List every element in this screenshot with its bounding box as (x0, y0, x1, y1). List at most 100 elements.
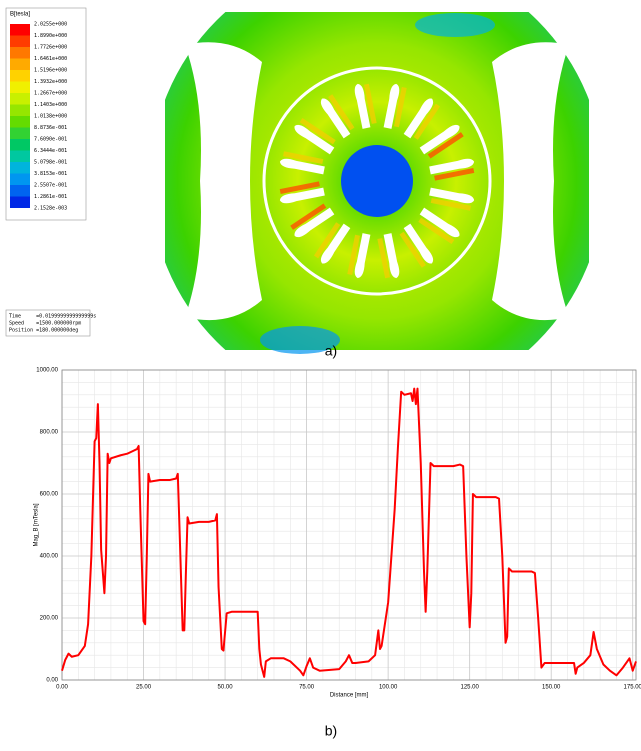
legend-label: 1.1403e+000 (34, 102, 67, 108)
chart: 0.00 25.00 50.00 75.00 100.00 125.00 150.00 175… (34, 368, 641, 699)
legend-swatch (10, 162, 30, 174)
slot-shape (354, 83, 371, 129)
legend-label: 2.0255e+000 (34, 22, 67, 28)
x-tick-label: 75.00 (299, 685, 315, 691)
legend-label: 1.6461e+000 (34, 56, 67, 62)
legend-label: 5.0798e-001 (34, 160, 67, 166)
tooth-field (279, 181, 320, 195)
slot-shape (383, 83, 400, 129)
tooth-field (299, 117, 336, 145)
legend-swatch (10, 58, 30, 70)
y-tick-label: 400.00 (40, 554, 59, 560)
rotor-slots (279, 83, 475, 279)
info-box: Time =0.0199999999999999s Speed =1500.00… (5, 309, 96, 337)
legend-swatch (10, 116, 30, 128)
tooth-field (399, 231, 426, 268)
legend-label: 1.3932e+000 (34, 79, 67, 85)
x-tick-label: 100.00 (379, 685, 398, 691)
tooth-field (290, 203, 327, 230)
slot-shape (429, 187, 475, 204)
slot-shape (419, 207, 460, 238)
slot (354, 83, 377, 129)
slot (403, 98, 441, 140)
y-tick-label: 0.00 (46, 678, 58, 684)
slot-shape (320, 223, 351, 264)
tooth-field (418, 217, 455, 245)
slot-shape (383, 233, 400, 279)
x-tick-label: 125.00 (460, 685, 479, 691)
slot (429, 187, 475, 211)
slot (347, 233, 371, 279)
slot (429, 158, 475, 181)
slot-shape (429, 158, 475, 175)
low-field-region (415, 13, 495, 37)
tooth-field (283, 151, 324, 164)
legend-items: 2.0255e+000 1.8990e+000 1.7726e+000 1.6461e… (10, 22, 67, 212)
slot (377, 233, 400, 279)
pole-gap (492, 42, 569, 321)
tooth-field (347, 234, 360, 275)
legend-swatch (10, 47, 30, 59)
tooth-field (434, 167, 475, 181)
tooth-field (413, 103, 441, 140)
legend-swatch (10, 196, 30, 208)
legend-label: 8.8736e-001 (34, 125, 67, 131)
slot-shape (279, 187, 325, 204)
legend-swatch (10, 93, 30, 105)
legend-label: 2.1528e-003 (34, 206, 67, 212)
y-axis-label: Mag_B [mTesla] (34, 503, 40, 546)
legend-swatch (10, 150, 30, 162)
slot (313, 222, 351, 264)
y-tick-label: 200.00 (40, 616, 59, 622)
legend-swatch (10, 104, 30, 116)
legend-swatch (10, 127, 30, 139)
tooth-field (328, 94, 355, 131)
legend-label: 7.6090e-001 (34, 137, 67, 143)
tooth-field (313, 222, 341, 259)
legend-swatch (10, 70, 30, 82)
slot-shape (320, 98, 351, 139)
machine-plot (165, 12, 589, 354)
slot (279, 151, 325, 175)
slot (290, 203, 335, 238)
x-tick-label: 0.00 (56, 685, 68, 691)
legend-swatch (10, 24, 30, 36)
caption: a) (325, 343, 337, 359)
legend: B[tesla] 2.0255e+000 1.8990e+000 1.7726e+0… (5, 7, 87, 221)
tooth-field (394, 87, 407, 128)
info-frame (5, 309, 91, 337)
slot-shape (419, 124, 460, 155)
slot (294, 117, 336, 155)
pole-gap (185, 42, 262, 321)
y-tick-label: 600.00 (40, 492, 59, 498)
slot-shape (403, 223, 434, 264)
legend-label: 6.3444e-001 (34, 148, 67, 154)
x-axis-label: Distance [mm] (330, 693, 369, 699)
caption: b) (325, 723, 337, 739)
slot (399, 223, 434, 268)
slot-shape (279, 158, 325, 175)
legend-swatch (10, 35, 30, 47)
legend-label: 1.0138e+000 (34, 114, 67, 120)
slot (320, 94, 355, 139)
info-line: Position =180.000000deg (9, 328, 78, 334)
legend-label: 1.2667e+000 (34, 91, 67, 97)
tooth-field (430, 198, 471, 211)
x-tick-label: 50.00 (218, 685, 234, 691)
legend-swatch (10, 173, 30, 185)
x-tick-label: 150.00 (542, 685, 561, 691)
legend-label: 1.7726e+000 (34, 45, 67, 51)
x-tick-label: 25.00 (136, 685, 152, 691)
legend-swatch (10, 81, 30, 93)
y-tick-label: 1000.00 (36, 368, 58, 374)
slot (419, 124, 464, 159)
y-tick-label: 800.00 (40, 430, 59, 436)
info-line: Time =0.0199999999999999s (9, 314, 96, 320)
slot (279, 181, 325, 204)
legend-title: B[tesla] (10, 12, 30, 18)
slot-shape (354, 233, 371, 279)
x-tick-label: 175.00 (624, 685, 641, 691)
slot-shape (294, 124, 335, 155)
